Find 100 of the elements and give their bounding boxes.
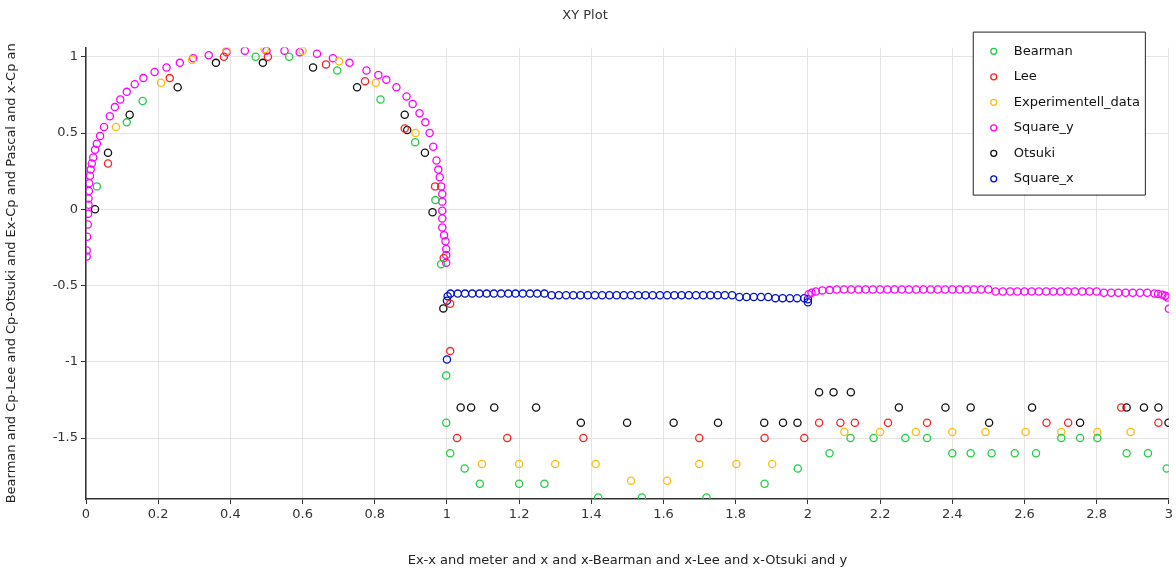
point — [1021, 427, 1030, 437]
point — [442, 296, 452, 305]
point — [569, 291, 578, 300]
point — [446, 289, 455, 298]
point — [771, 293, 780, 303]
point — [251, 52, 260, 61]
point — [460, 289, 470, 298]
point — [554, 291, 564, 300]
point — [669, 418, 678, 427]
point — [619, 291, 629, 300]
point — [829, 388, 838, 397]
point — [846, 388, 856, 397]
point — [850, 418, 860, 427]
point — [698, 291, 708, 300]
x-tick-label: 1.2 — [508, 506, 530, 522]
point — [334, 57, 344, 66]
point — [749, 292, 759, 302]
point — [482, 289, 491, 298]
point — [430, 182, 440, 191]
point — [576, 291, 585, 300]
point — [763, 292, 773, 302]
point — [442, 355, 452, 364]
point — [156, 78, 166, 87]
point — [869, 433, 878, 443]
y-tick-label: 0 — [69, 200, 78, 216]
point — [759, 418, 769, 427]
point — [662, 476, 672, 485]
point — [1154, 403, 1163, 412]
point — [662, 291, 672, 300]
point — [756, 292, 766, 302]
point — [321, 60, 331, 69]
point — [496, 289, 506, 298]
point — [111, 122, 121, 132]
x-tick-label: 2.4 — [941, 506, 963, 522]
point — [579, 433, 588, 443]
point — [1122, 449, 1131, 458]
point — [511, 289, 520, 298]
legend-label: Bearman — [1013, 42, 1073, 58]
x-tick-label: 0.6 — [292, 506, 313, 522]
point — [713, 418, 723, 427]
point — [695, 459, 704, 469]
point — [966, 449, 975, 458]
point — [803, 298, 813, 307]
point — [445, 299, 455, 309]
point — [400, 110, 409, 119]
point — [634, 291, 643, 300]
point — [103, 159, 113, 168]
point — [1057, 427, 1066, 437]
point — [901, 433, 910, 443]
point — [439, 304, 448, 313]
point — [691, 291, 701, 300]
point — [441, 418, 451, 427]
point — [875, 427, 885, 437]
y-axis-title: Bearman and Cp-Lee and Cp-Otsuki and Ex-Cp and Pascal and x-Cp an — [3, 43, 19, 504]
point — [1116, 403, 1126, 412]
point — [720, 291, 730, 300]
point — [922, 418, 932, 427]
point — [360, 76, 370, 86]
y-tick-label: 0.5 — [57, 124, 78, 140]
x-tick-label: 2.6 — [1014, 506, 1035, 522]
point — [778, 418, 788, 427]
point — [531, 403, 541, 412]
point — [1057, 433, 1066, 443]
x-tick-label: 1.6 — [653, 506, 674, 522]
legend-label: Square_y — [1013, 119, 1075, 135]
point — [258, 58, 268, 68]
x-tick-label: 0 — [81, 506, 91, 522]
point — [677, 291, 686, 300]
x-tick-label: 1 — [442, 506, 452, 522]
point — [173, 83, 182, 92]
point — [1093, 427, 1102, 437]
point — [803, 294, 813, 304]
point — [1122, 403, 1131, 412]
point — [814, 388, 824, 397]
point — [695, 433, 704, 443]
point — [445, 346, 455, 356]
point — [793, 418, 802, 427]
point — [706, 291, 715, 300]
point — [814, 418, 824, 427]
point — [489, 403, 499, 412]
legend-label: Square_x — [1013, 170, 1075, 186]
point — [641, 291, 650, 300]
point — [1143, 449, 1153, 458]
x-tick-label: 0.8 — [364, 506, 386, 522]
point — [436, 259, 446, 269]
point — [475, 479, 485, 488]
point — [1093, 433, 1102, 443]
point — [90, 205, 100, 214]
point — [431, 195, 440, 205]
point — [371, 78, 381, 87]
x-tick-label: 0.2 — [147, 506, 169, 522]
point — [1010, 449, 1019, 458]
point — [1139, 403, 1149, 412]
point — [467, 289, 477, 298]
point — [376, 95, 385, 104]
point — [540, 289, 549, 298]
chart-title: XY Plot — [562, 7, 608, 23]
point — [504, 289, 513, 298]
point — [475, 289, 484, 298]
point — [420, 148, 430, 158]
